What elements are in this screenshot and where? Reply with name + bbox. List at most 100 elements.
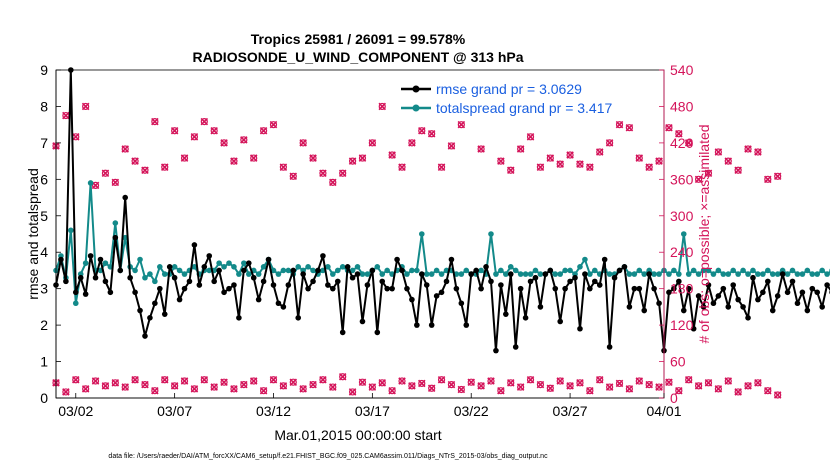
obs-possible-circle: [269, 121, 278, 129]
rmse-point: [231, 282, 237, 288]
obs-possible-circle: [734, 388, 742, 396]
rmse-point: [819, 304, 825, 310]
obs-assimilated-x: [249, 154, 258, 162]
obs-possible-circle: [704, 169, 713, 177]
totalspread-point: [478, 267, 484, 274]
chart-title-line2: RADIOSONDE_U_WIND_COMPONENT @ 313 hPa: [192, 49, 523, 65]
obs-marker-lower: [101, 382, 110, 390]
obs-marker-lower: [259, 386, 268, 395]
obs-possible-circle: [497, 157, 505, 165]
obs-possible-circle: [517, 145, 525, 153]
obs-marker-upper: [200, 117, 209, 126]
obs-assimilated-x: [576, 160, 584, 168]
obs-assimilated-x: [516, 145, 525, 153]
obs-assimilated-x: [684, 376, 693, 384]
obs-marker-upper: [605, 139, 614, 147]
obs-marker-lower: [240, 380, 248, 389]
totalspread-point: [750, 267, 756, 274]
rmse-point: [567, 278, 573, 285]
obs-possible-circle: [180, 154, 189, 162]
rmse-point: [176, 296, 183, 303]
obs-possible-circle: [428, 130, 436, 138]
obs-assimilated-x: [269, 120, 278, 129]
obs-marker-lower: [230, 385, 238, 393]
obs-possible-circle: [764, 175, 772, 183]
totalspread-point: [725, 271, 732, 277]
rmse-point: [181, 285, 188, 292]
rmse-point: [666, 289, 672, 296]
obs-marker-upper: [526, 133, 535, 141]
rmse-point: [122, 194, 129, 201]
obs-possible-circle: [615, 121, 624, 129]
obs-assimilated-x: [279, 163, 288, 171]
obs-marker-lower: [329, 383, 337, 391]
obs-assimilated-x: [151, 386, 159, 395]
rmse-point: [710, 300, 717, 307]
rmse-point: [458, 300, 465, 307]
totalspread-point: [745, 271, 751, 277]
obs-possible-circle: [358, 378, 367, 386]
obs-assimilated-x: [101, 382, 110, 390]
obs-marker-upper: [131, 157, 139, 165]
obs-assimilated-x: [506, 166, 515, 174]
totalspread-point: [666, 271, 672, 277]
obs-possible-circle: [348, 157, 357, 165]
obs-possible-circle: [586, 387, 594, 395]
obs-assimilated-x: [744, 382, 752, 390]
obs-possible-circle: [250, 154, 258, 162]
rmse-point: [354, 271, 361, 277]
obs-possible-circle: [418, 379, 426, 388]
obs-assimilated-x: [408, 139, 416, 147]
rmse-point: [325, 282, 331, 288]
obs-possible-circle: [536, 163, 545, 171]
obs-possible-circle: [408, 382, 416, 390]
obs-possible-circle: [546, 384, 554, 392]
obs-marker-upper: [615, 120, 624, 129]
obs-assimilated-x: [744, 145, 752, 153]
obs-marker-upper: [319, 169, 327, 178]
obs-assimilated-x: [586, 386, 594, 395]
obs-marker-lower: [309, 380, 317, 389]
obs-assimilated-x: [121, 383, 129, 391]
totalspread-point: [364, 271, 371, 277]
obs-possible-circle: [309, 154, 317, 162]
obs-possible-circle: [437, 163, 446, 171]
obs-marker-upper: [210, 126, 218, 135]
obs-marker-lower: [595, 376, 604, 384]
obs-assimilated-x: [378, 379, 387, 387]
totalspread-point: [824, 271, 830, 277]
rmse-point: [676, 278, 682, 285]
y-left-tick-label: 2: [40, 317, 48, 333]
obs-possible-circle: [151, 387, 159, 395]
obs-possible-circle: [299, 139, 307, 147]
obs-marker-upper: [437, 163, 446, 171]
obs-marker-lower: [516, 383, 525, 391]
obs-possible-circle: [487, 377, 495, 385]
obs-possible-circle: [586, 163, 594, 171]
obs-marker-upper: [180, 154, 189, 162]
x-tick-label: 03/27: [553, 403, 588, 419]
rmse-point: [591, 278, 598, 285]
obs-assimilated-x: [418, 126, 426, 135]
y-left-tick-label: 5: [40, 208, 48, 224]
obs-marker-upper: [477, 145, 485, 153]
obs-possible-circle: [606, 139, 614, 147]
obs-possible-circle: [91, 377, 100, 385]
rmse-point: [221, 289, 227, 296]
totalspread-point: [656, 271, 662, 277]
obs-possible-circle: [82, 102, 90, 111]
obs-assimilated-x: [566, 382, 574, 390]
obs-marker-upper: [516, 145, 525, 153]
totalspread-point: [255, 271, 262, 277]
obs-possible-circle: [714, 148, 722, 156]
obs-assimilated-x: [457, 120, 466, 129]
y-left-tick-label: 3: [40, 281, 48, 297]
obs-assimilated-x: [358, 154, 367, 162]
rmse-point: [320, 253, 326, 259]
totalspread-point: [339, 264, 346, 270]
obs-assimilated-x: [368, 139, 377, 147]
obs-marker-upper: [566, 151, 574, 159]
obs-possible-circle: [82, 385, 90, 393]
rmse-point: [82, 291, 89, 297]
rmse-point: [695, 293, 702, 299]
